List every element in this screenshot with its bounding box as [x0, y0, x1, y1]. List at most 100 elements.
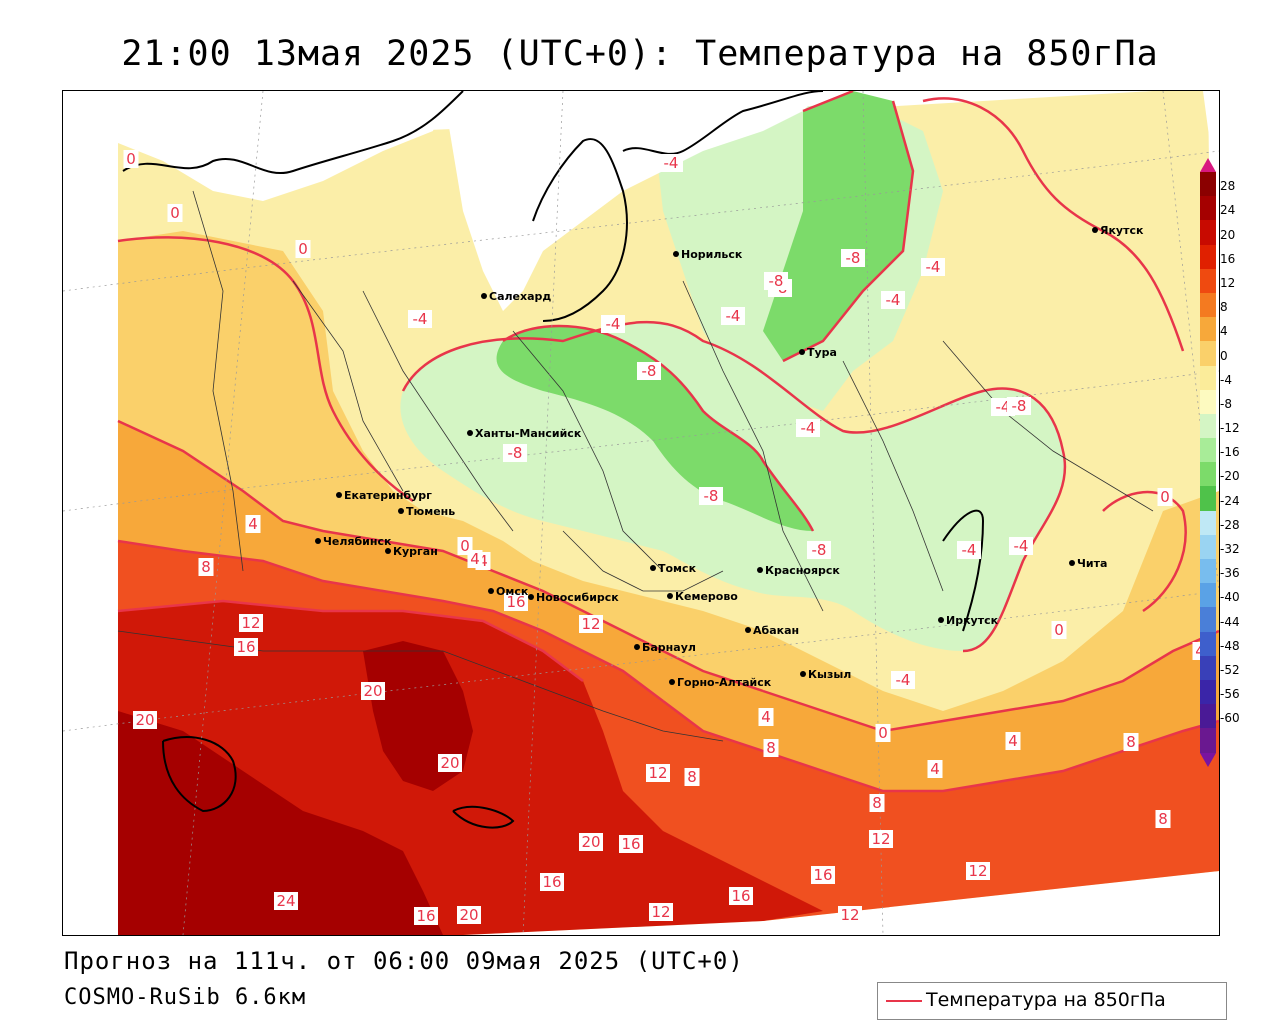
isotherm-label-bg: [1009, 537, 1033, 555]
isotherm-label: 0: [170, 204, 180, 222]
isotherm-label-bg: [619, 835, 643, 853]
kara-sea: [443, 91, 823, 311]
colorbar-segment: [1200, 438, 1216, 463]
city-marker: [745, 627, 751, 633]
colorbar-segment: [1200, 534, 1216, 560]
isotherm-label: -4: [926, 258, 941, 276]
city-label: Абакан: [753, 624, 799, 637]
temperature-map: 000-4-4-4-8-8-8-8-8-4-4-4-8-8-4-44404812…: [62, 90, 1220, 936]
city-marker: [481, 293, 487, 299]
isotherm-label: -8: [508, 444, 523, 462]
isotherm-label: 4: [1008, 732, 1018, 750]
isotherm-label: -8: [846, 249, 861, 267]
isotherm-label-bg: [637, 362, 661, 380]
isotherm-label: -4: [801, 419, 816, 437]
colorbar-tick-label: -24: [1220, 493, 1240, 508]
isotherm-label-bg: [764, 272, 788, 290]
isotherm-label: -8: [642, 362, 657, 380]
isotherm-label-bg: [684, 768, 700, 786]
isotherm-label: -4: [413, 310, 428, 328]
city-marker: [1069, 560, 1075, 566]
colorbar-segment: [1200, 341, 1216, 366]
city-label: Новосибирск: [536, 591, 619, 604]
city-label: Ханты-Мансийск: [475, 427, 582, 440]
city-label: Чита: [1077, 557, 1107, 570]
isotherm-label: 12: [968, 862, 987, 880]
cities: Норильск Якутск Салехард Тура Ханты-Мансийск…: [315, 224, 1144, 689]
city-label: Якутск: [1100, 224, 1144, 237]
isotherm-label: 12: [241, 614, 260, 632]
colorbar-tick-label: -48: [1220, 638, 1240, 653]
colorbar-segment: [1200, 559, 1216, 584]
isotherm-label: 16: [813, 866, 832, 884]
isotherm-label-bg: [721, 307, 745, 325]
city-marker: [669, 679, 675, 685]
colorbar-tick-label: 16: [1220, 251, 1236, 266]
colorbar-segment: [1200, 583, 1216, 608]
isotherm-label: 12: [840, 906, 859, 924]
city-label: Курган: [393, 545, 438, 558]
isotherm-label: 8: [1158, 810, 1168, 828]
isotherm-label-bg: [729, 887, 753, 905]
colorbar-segment: [1200, 220, 1216, 245]
colorbar-segment: [1200, 680, 1216, 705]
colorbar-segment: [1200, 413, 1216, 439]
city-marker: [398, 508, 404, 514]
colorbar-segment: [1200, 510, 1216, 535]
isotherm-label: 4: [248, 515, 258, 533]
city-marker: [467, 430, 473, 436]
isotherm-label-bg: [869, 794, 885, 812]
colorbar-segment: [1200, 704, 1216, 729]
colorbar-segment: [1200, 486, 1216, 511]
isotherm-label: -8: [704, 487, 719, 505]
isotherm-label-bg: [875, 724, 891, 742]
isotherm-label: 16: [542, 873, 561, 891]
isotherm-label-bg: [234, 638, 258, 656]
isotherm-label-bg: [503, 444, 527, 462]
colorbar-tick-label: -36: [1220, 566, 1240, 581]
colorbar-segment: [1200, 365, 1216, 390]
colorbar-segment: [1200, 728, 1216, 753]
colorbar-tick-label: 12: [1220, 275, 1236, 290]
arctic-ocean: [63, 91, 443, 201]
isotherm-label-bg: [361, 682, 385, 700]
isotherm-label: 20: [459, 906, 478, 924]
isotherm-label-bg: [198, 558, 214, 576]
city-label: Красноярск: [765, 564, 840, 577]
city-marker: [650, 565, 656, 571]
legend-label: Температура на 850гПа: [926, 989, 1166, 1011]
isotherm-label-bg: [1123, 733, 1139, 751]
legend-line-swatch: [886, 1000, 922, 1002]
colder-zone: [496, 326, 813, 531]
colorbar-tick-label: -16: [1220, 445, 1240, 460]
isotherm-label-bg: [838, 906, 862, 924]
city-marker: [385, 548, 391, 554]
colorbar-tick-label: -56: [1220, 687, 1240, 702]
isotherm-label-bg: [966, 862, 990, 880]
isotherm-label: 16: [731, 887, 750, 905]
isotherm-label: 4: [470, 550, 480, 568]
colorbar-segment: [1200, 268, 1216, 293]
colorbar-tick-label: -12: [1220, 421, 1240, 436]
isotherm-label: -8: [769, 272, 784, 290]
colorbar-tick-label: -40: [1220, 590, 1240, 605]
colder-zone-north: [763, 91, 913, 361]
isotherm-label-bg: [123, 150, 139, 168]
colorbar-top-arrow: [1200, 158, 1216, 172]
isotherm-label-bg: [807, 541, 831, 559]
map-canvas: 000-4-4-4-8-8-8-8-8-4-4-4-8-8-4-44404812…: [63, 91, 1219, 935]
isotherm-label: 8: [766, 739, 776, 757]
city-marker: [800, 671, 806, 677]
isotherm-label-bg: [646, 764, 670, 782]
isotherm-label: -4: [886, 291, 901, 309]
isotherm-label: 8: [687, 768, 697, 786]
isotherm-label: 0: [1160, 488, 1170, 506]
isotherm-label: 0: [878, 724, 888, 742]
isotherm-label-bg: [927, 760, 943, 778]
isotherm-label-bg: [295, 240, 311, 258]
colorbar-tick-label: 8: [1220, 300, 1228, 315]
city-marker: [488, 588, 494, 594]
isotherm-label: 0: [126, 150, 136, 168]
colorbar-tick-label: -60: [1220, 711, 1240, 726]
isotherm-label: 4: [761, 708, 771, 726]
